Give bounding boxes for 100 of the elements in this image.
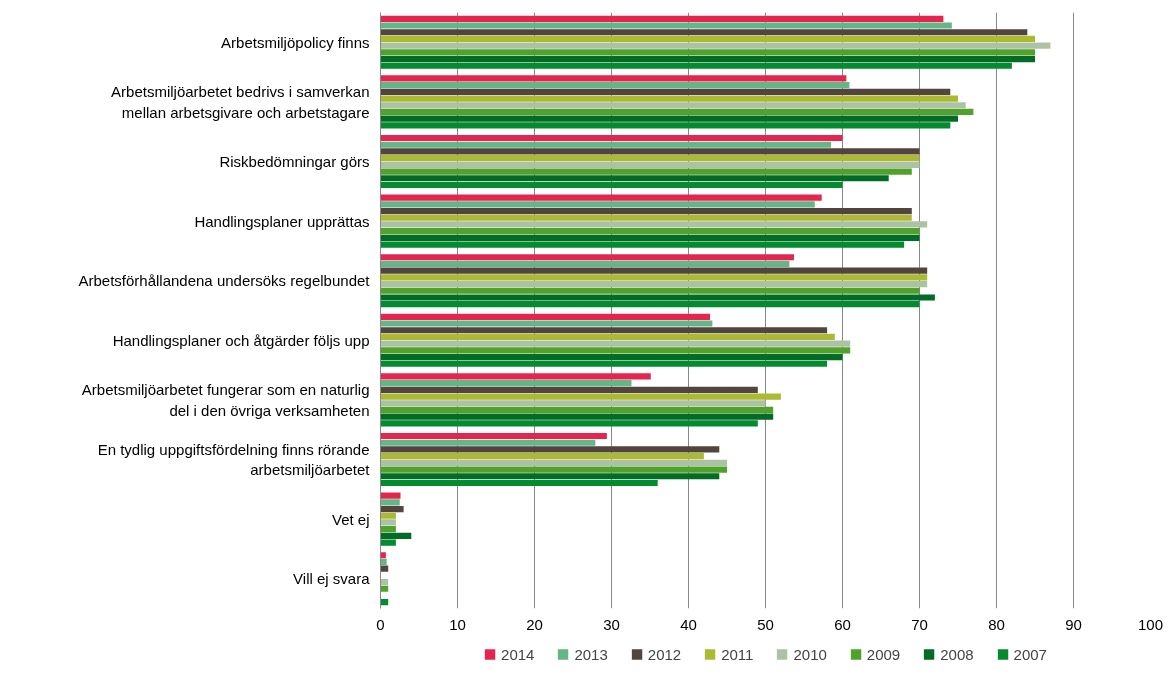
bar bbox=[380, 432, 607, 440]
y-tick-label: Vet ej bbox=[331, 510, 370, 528]
bar bbox=[380, 294, 935, 301]
bar bbox=[380, 512, 396, 519]
bar bbox=[380, 280, 928, 288]
bar bbox=[380, 102, 966, 109]
x-tick-label: 40 bbox=[680, 615, 697, 633]
bar bbox=[380, 134, 843, 142]
y-tick-label: Riskbedömningar görs bbox=[219, 153, 370, 170]
legend-label: 2014 bbox=[501, 645, 535, 663]
legend-label: 2010 bbox=[793, 645, 827, 663]
y-tick-label: Arbetsmiljöpolicy finns bbox=[221, 33, 370, 51]
legend-label: 2011 bbox=[721, 645, 754, 663]
bar bbox=[380, 301, 920, 308]
y-tick-label: Vill ej svara bbox=[293, 570, 371, 588]
bar bbox=[380, 228, 920, 235]
bar bbox=[380, 168, 912, 175]
bar bbox=[380, 393, 781, 400]
bar bbox=[380, 82, 850, 89]
x-tick-label: 0 bbox=[376, 615, 385, 633]
bar bbox=[380, 22, 952, 29]
bar bbox=[380, 55, 1035, 63]
x-tick-label: 50 bbox=[757, 615, 774, 633]
y-tick-label: Arbetsförhållandena undersöks regelbundet bbox=[78, 272, 371, 290]
bar bbox=[380, 353, 843, 361]
bar bbox=[380, 287, 920, 294]
bar bbox=[380, 234, 920, 241]
bar bbox=[380, 380, 632, 387]
legend-label: 2008 bbox=[940, 645, 974, 663]
bar bbox=[380, 260, 790, 268]
bar bbox=[380, 254, 794, 261]
bar bbox=[380, 453, 704, 460]
bar bbox=[380, 62, 1012, 69]
bar bbox=[380, 492, 401, 499]
bar bbox=[380, 479, 658, 487]
y-tick-label: Arbetsmiljöarbetet bedrivs i samverkan mellan arbetsgivare och arbetstagare bbox=[111, 83, 370, 121]
bar bbox=[380, 327, 828, 334]
x-tick-label: 80 bbox=[988, 615, 1005, 633]
bar bbox=[380, 313, 711, 320]
bar bbox=[380, 473, 720, 480]
bar bbox=[380, 499, 400, 506]
bar bbox=[380, 15, 944, 22]
bar bbox=[380, 161, 920, 168]
bar bbox=[380, 274, 928, 281]
bar bbox=[380, 532, 412, 539]
bar bbox=[380, 519, 396, 526]
bar bbox=[380, 214, 912, 221]
bar bbox=[380, 194, 822, 201]
bar bbox=[380, 558, 387, 566]
bar bbox=[380, 108, 974, 116]
bar bbox=[380, 267, 928, 274]
bar bbox=[380, 29, 1028, 36]
bar bbox=[380, 439, 596, 446]
bar bbox=[380, 386, 758, 393]
y-tick-label: Arbetsmiljöarbetet fungerar som en naturlig del i den övriga verksamheten bbox=[81, 381, 370, 419]
bar bbox=[380, 446, 720, 453]
bar bbox=[380, 340, 851, 347]
bar bbox=[380, 413, 774, 420]
bar bbox=[380, 42, 1051, 49]
bar bbox=[380, 35, 1035, 43]
bar bbox=[380, 75, 847, 82]
bar bbox=[380, 539, 396, 546]
bar bbox=[380, 320, 713, 327]
y-tick-label: Handlingsplaner och åtgärder följs upp bbox=[112, 331, 370, 349]
bar bbox=[380, 333, 835, 341]
bar bbox=[380, 155, 920, 162]
bar bbox=[380, 459, 727, 466]
x-tick-label: 60 bbox=[834, 615, 851, 633]
bar bbox=[380, 360, 828, 367]
bar bbox=[380, 115, 958, 122]
bar bbox=[380, 207, 912, 215]
bar bbox=[380, 175, 889, 182]
bar bbox=[380, 49, 1035, 56]
legend-label: 2009 bbox=[866, 645, 901, 663]
legend-label: 2012 bbox=[647, 645, 682, 663]
bar bbox=[380, 95, 958, 102]
bar bbox=[380, 552, 386, 559]
legend-label: 2013 bbox=[574, 645, 608, 663]
x-tick-label: 90 bbox=[1065, 615, 1082, 633]
y-tick-label: Handlingsplaner upprättas bbox=[194, 212, 370, 230]
bar bbox=[380, 406, 774, 414]
bar bbox=[380, 148, 920, 155]
bar bbox=[380, 88, 951, 95]
x-tick-label: 70 bbox=[911, 615, 928, 633]
x-tick-label: 20 bbox=[526, 615, 543, 633]
y-tick-label: En tydlig uppgiftsfördelning finns rörande arbetsmiljöarbetet bbox=[97, 440, 371, 479]
bar bbox=[380, 400, 766, 407]
bar bbox=[380, 141, 831, 148]
bar bbox=[380, 181, 843, 189]
bar bbox=[380, 505, 404, 513]
legend-label: 2007 bbox=[1013, 645, 1047, 663]
bar bbox=[380, 201, 815, 208]
x-tick-label: 100 bbox=[1137, 615, 1164, 633]
bar bbox=[380, 122, 951, 129]
bar bbox=[380, 241, 905, 248]
bar bbox=[380, 347, 851, 354]
bar bbox=[380, 466, 727, 473]
x-tick-label: 10 bbox=[449, 615, 466, 633]
bar bbox=[380, 526, 396, 533]
x-tick-label: 30 bbox=[603, 615, 620, 633]
